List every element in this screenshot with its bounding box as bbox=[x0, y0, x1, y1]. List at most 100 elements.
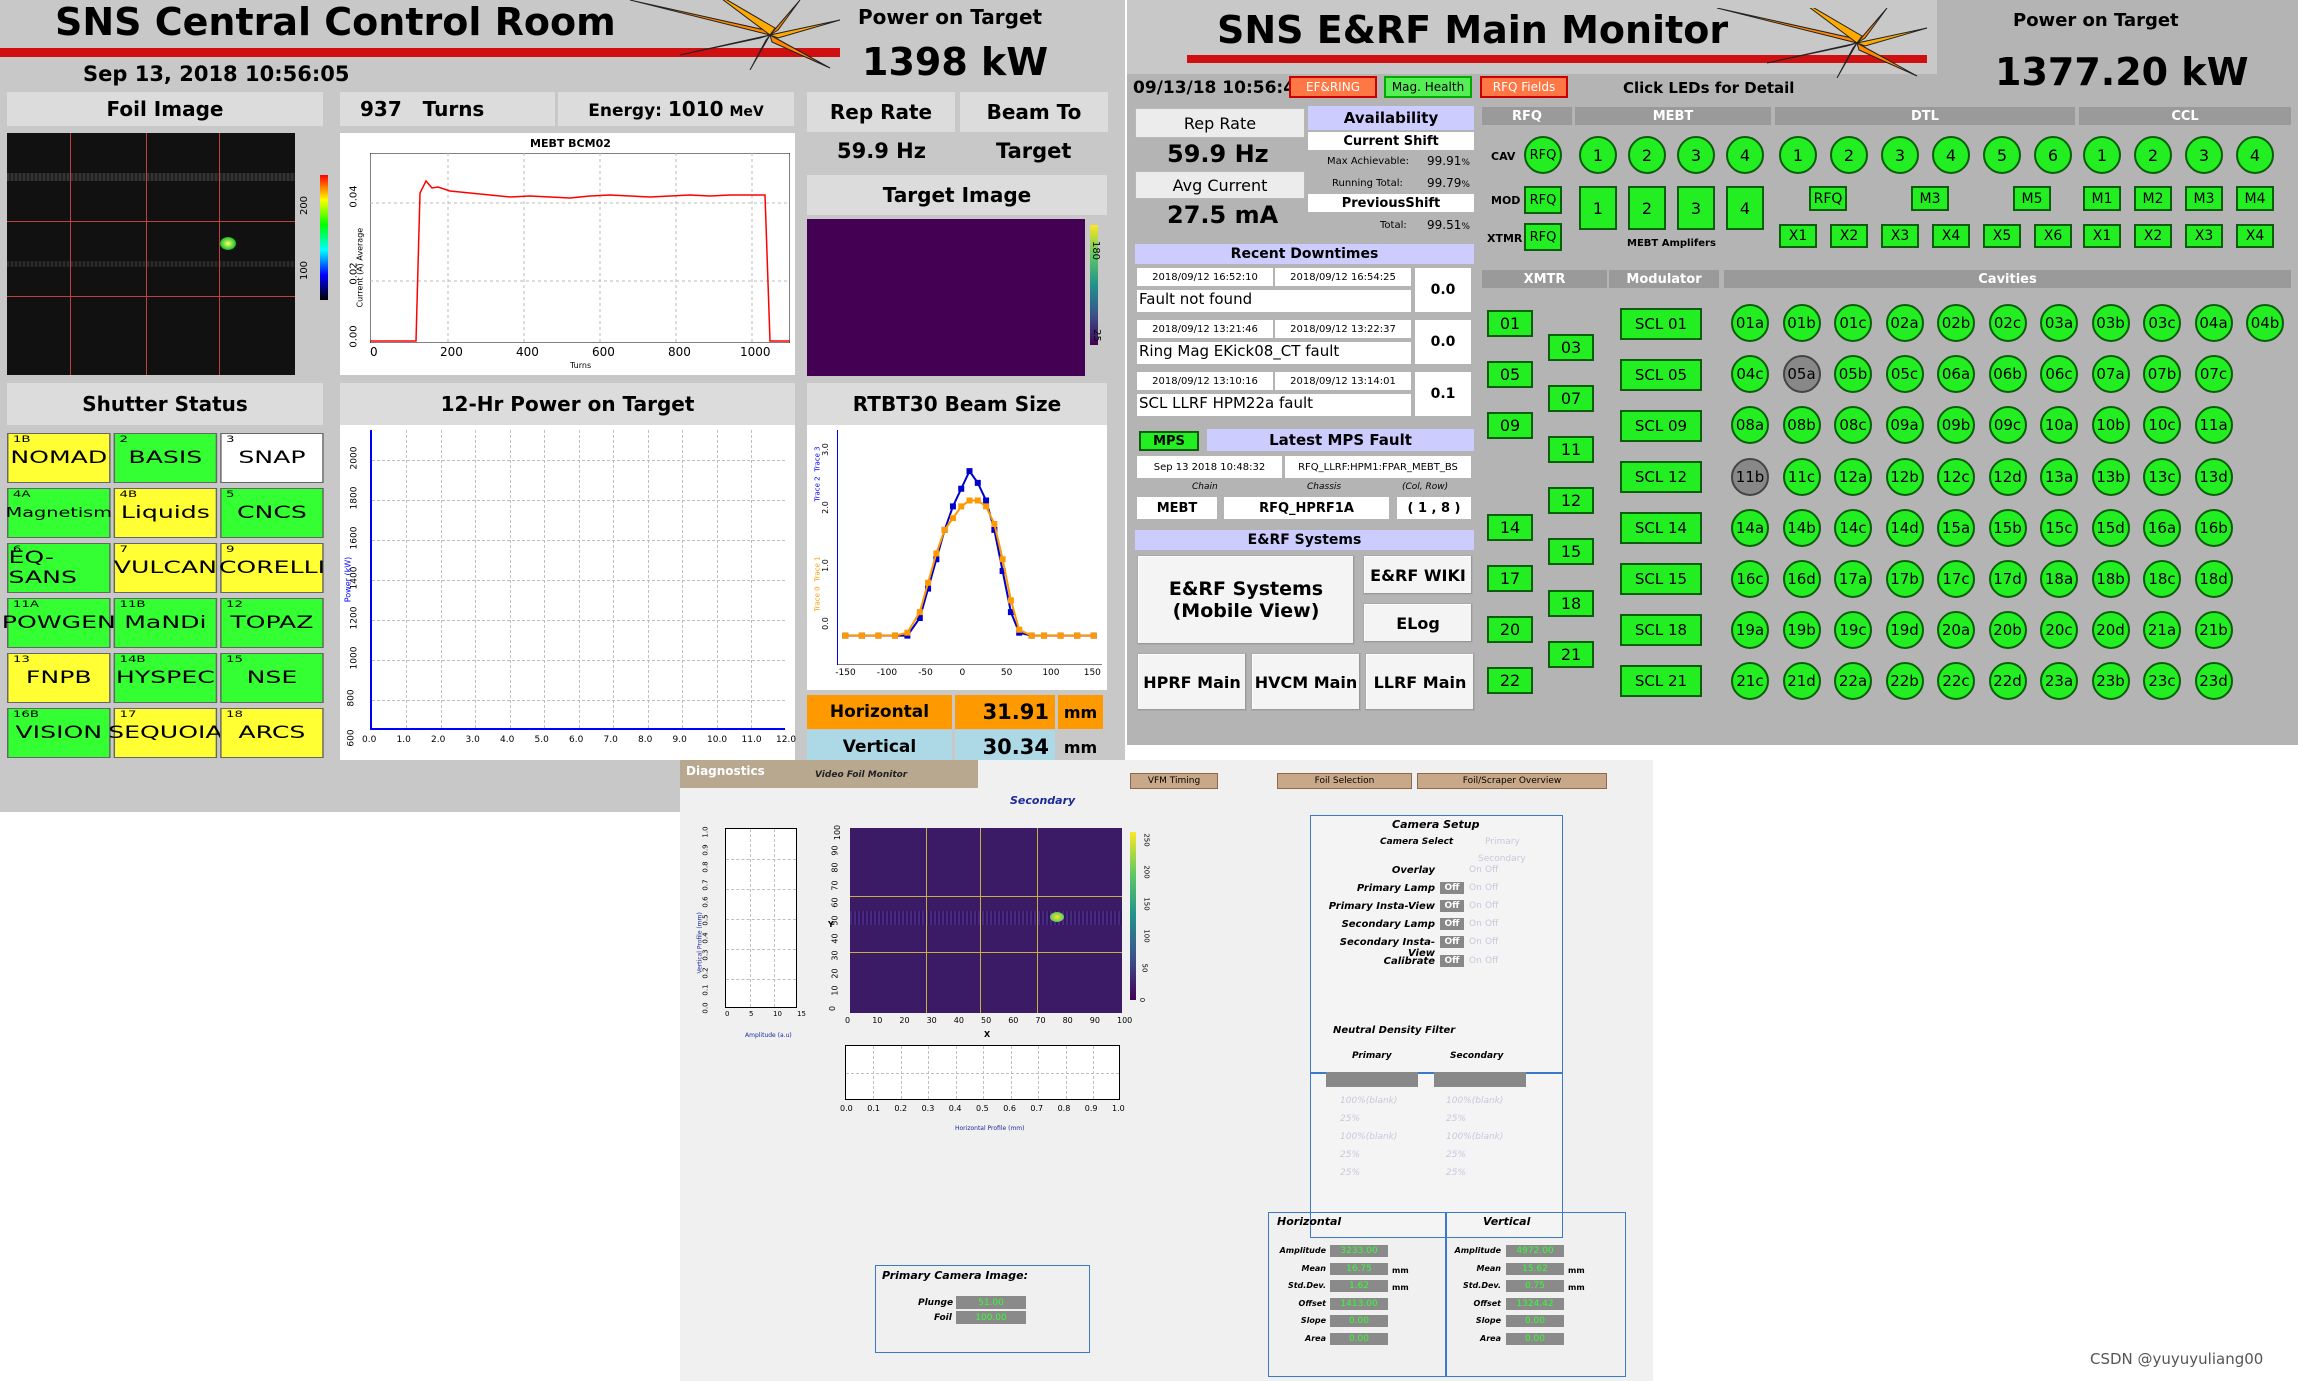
rfq-xmtr-led[interactable]: RFQ bbox=[1524, 223, 1562, 251]
mag-health-badge[interactable]: Mag. Health bbox=[1384, 76, 1472, 98]
camera-setup-off[interactable]: Off bbox=[1440, 882, 1464, 894]
scl-xmtr-led-14[interactable]: 14 bbox=[1487, 514, 1533, 541]
mebt-amp-led-3[interactable]: 3 bbox=[1677, 186, 1715, 230]
ccl-mod-led-M2[interactable]: M2 bbox=[2134, 186, 2172, 211]
dtl-cav-led-5[interactable]: 5 bbox=[1983, 136, 2021, 174]
cavity-led-07a[interactable]: 07a bbox=[2091, 355, 2130, 394]
cavity-led-02c[interactable]: 02c bbox=[1988, 304, 2027, 342]
cavity-led-19a[interactable]: 19a bbox=[1731, 611, 1769, 650]
camera-setup-off-option[interactable]: Off bbox=[1485, 901, 1499, 911]
ccl-cav-led-2[interactable]: 2 bbox=[2134, 136, 2172, 174]
scl-xmtr-led-01[interactable]: 01 bbox=[1487, 310, 1533, 337]
scl-xmtr-led-21[interactable]: 21 bbox=[1548, 641, 1594, 668]
camera-setup-off-option[interactable]: Off bbox=[1485, 883, 1499, 893]
cavity-led-21b[interactable]: 21b bbox=[2194, 611, 2233, 650]
cavity-led-15d[interactable]: 15d bbox=[2091, 508, 2130, 547]
hprf-main-button[interactable]: HPRF Main bbox=[1137, 653, 1247, 711]
nd-secondary-option[interactable]: 25% bbox=[1446, 1150, 1467, 1160]
cavity-led-05b[interactable]: 05b bbox=[1834, 355, 1872, 394]
camera-setup-off-option[interactable]: Off bbox=[1485, 956, 1499, 966]
cavity-led-11b[interactable]: 11b bbox=[1731, 457, 1769, 496]
scl-xmtr-led-09[interactable]: 09 bbox=[1487, 412, 1533, 439]
camera-setup-off[interactable]: Off bbox=[1440, 918, 1464, 930]
camera-setup-on[interactable]: On bbox=[1469, 919, 1482, 929]
dtl-mod-led-M3[interactable]: M3 bbox=[1911, 186, 1949, 211]
cavity-led-21a[interactable]: 21a bbox=[2143, 611, 2181, 650]
scl-xmtr-led-15[interactable]: 15 bbox=[1548, 538, 1594, 565]
cavity-led-19b[interactable]: 19b bbox=[1782, 611, 1821, 650]
mebt-cav-led-4[interactable]: 4 bbox=[1726, 136, 1764, 174]
nd-secondary-option[interactable]: 100%(blank) bbox=[1446, 1132, 1504, 1142]
scl-xmtr-led-07[interactable]: 07 bbox=[1548, 385, 1594, 412]
nd-primary-option[interactable]: 100%(blank) bbox=[1340, 1096, 1398, 1106]
cavity-led-10a[interactable]: 10a bbox=[2040, 406, 2078, 445]
camera-setup-on[interactable]: On bbox=[1469, 901, 1482, 911]
cavity-led-19c[interactable]: 19c bbox=[1834, 611, 1872, 650]
cavity-led-05a[interactable]: 05a bbox=[1782, 355, 1821, 394]
ccl-xmtr-led-X1[interactable]: X1 bbox=[2083, 224, 2121, 248]
cavity-led-16a[interactable]: 16a bbox=[2143, 508, 2181, 547]
ccl-cav-led-3[interactable]: 3 bbox=[2185, 136, 2223, 174]
cavity-led-16c[interactable]: 16c bbox=[1731, 560, 1769, 598]
dtl-mod-led-RFQ[interactable]: RFQ bbox=[1809, 186, 1847, 211]
cavity-led-20d[interactable]: 20d bbox=[2091, 611, 2130, 650]
cavity-led-01b[interactable]: 01b bbox=[1782, 304, 1821, 342]
cavity-led-11a[interactable]: 11a bbox=[2194, 406, 2233, 445]
cavity-led-19d[interactable]: 19d bbox=[1885, 611, 1924, 650]
cavity-led-20a[interactable]: 20a bbox=[1937, 611, 1975, 650]
rfq-cav-led[interactable]: RFQ bbox=[1524, 136, 1562, 174]
cavity-led-07c[interactable]: 07c bbox=[2194, 355, 2233, 394]
cavity-led-13c[interactable]: 13c bbox=[2143, 457, 2181, 496]
cavity-led-12b[interactable]: 12b bbox=[1885, 457, 1924, 496]
mebt-cav-led-1[interactable]: 1 bbox=[1579, 136, 1617, 174]
cavity-led-02a[interactable]: 02a bbox=[1885, 304, 1924, 342]
ccl-cav-led-4[interactable]: 4 bbox=[2236, 136, 2274, 174]
cavity-led-22d[interactable]: 22d bbox=[1988, 662, 2027, 701]
scl-xmtr-led-11[interactable]: 11 bbox=[1548, 436, 1594, 463]
dtl-cav-led-1[interactable]: 1 bbox=[1779, 136, 1817, 174]
cavity-led-08c[interactable]: 08c bbox=[1834, 406, 1872, 445]
nd-primary-option[interactable]: 100%(blank) bbox=[1340, 1132, 1398, 1142]
cavity-led-01a[interactable]: 01a bbox=[1731, 304, 1769, 342]
nd-primary-select[interactable] bbox=[1326, 1072, 1418, 1087]
camera-setup-on[interactable]: On bbox=[1469, 956, 1482, 966]
cavity-led-07b[interactable]: 07b bbox=[2143, 355, 2181, 394]
camera-setup-off[interactable]: Off bbox=[1440, 936, 1464, 948]
vfm-timing-button[interactable]: VFM Timing bbox=[1130, 773, 1218, 789]
camera-setup-off-option[interactable]: Off bbox=[1485, 937, 1499, 947]
efring-badge[interactable]: EF&RING bbox=[1289, 76, 1377, 98]
cavity-led-15a[interactable]: 15a bbox=[1937, 508, 1975, 547]
camera-setup-on[interactable]: On bbox=[1469, 865, 1482, 875]
dtl-mod-led-M5[interactable]: M5 bbox=[2013, 186, 2051, 211]
ccl-mod-led-M4[interactable]: M4 bbox=[2236, 186, 2274, 211]
cavity-led-03b[interactable]: 03b bbox=[2091, 304, 2130, 342]
cavity-led-17b[interactable]: 17b bbox=[1885, 560, 1924, 598]
cavity-led-13d[interactable]: 13d bbox=[2194, 457, 2233, 496]
cavity-led-18b[interactable]: 18b bbox=[2091, 560, 2130, 598]
cavity-led-16d[interactable]: 16d bbox=[1782, 560, 1821, 598]
camera-secondary-option[interactable]: Secondary bbox=[1478, 854, 1526, 864]
cavity-led-20b[interactable]: 20b bbox=[1988, 611, 2027, 650]
modulator-led-scl-12[interactable]: SCL 12 bbox=[1620, 461, 1702, 493]
cavity-led-21d[interactable]: 21d bbox=[1782, 662, 1821, 701]
dtl-xmtr-led-X2[interactable]: X2 bbox=[1830, 224, 1868, 248]
cavity-led-04a[interactable]: 04a bbox=[2194, 304, 2233, 342]
ccl-mod-led-M3[interactable]: M3 bbox=[2185, 186, 2223, 211]
dtl-xmtr-led-X5[interactable]: X5 bbox=[1983, 224, 2021, 248]
cavity-led-23d[interactable]: 23d bbox=[2194, 662, 2233, 701]
modulator-led-scl-05[interactable]: SCL 05 bbox=[1620, 359, 1702, 391]
dtl-cav-led-3[interactable]: 3 bbox=[1881, 136, 1919, 174]
dtl-cav-led-4[interactable]: 4 bbox=[1932, 136, 1970, 174]
rfq-fields-badge[interactable]: RFQ Fields bbox=[1480, 76, 1568, 98]
cavity-led-11c[interactable]: 11c bbox=[1782, 457, 1821, 496]
cavity-led-13b[interactable]: 13b bbox=[2091, 457, 2130, 496]
cavity-led-15c[interactable]: 15c bbox=[2040, 508, 2078, 547]
cavity-led-12d[interactable]: 12d bbox=[1988, 457, 2027, 496]
cavity-led-21c[interactable]: 21c bbox=[1731, 662, 1769, 701]
cavity-led-14a[interactable]: 14a bbox=[1731, 508, 1769, 547]
elog-button[interactable]: ELog bbox=[1363, 603, 1473, 643]
cavity-led-23c[interactable]: 23c bbox=[2143, 662, 2181, 701]
mebt-amp-led-2[interactable]: 2 bbox=[1628, 186, 1666, 230]
dtl-cav-led-2[interactable]: 2 bbox=[1830, 136, 1868, 174]
cavity-led-03a[interactable]: 03a bbox=[2040, 304, 2078, 342]
